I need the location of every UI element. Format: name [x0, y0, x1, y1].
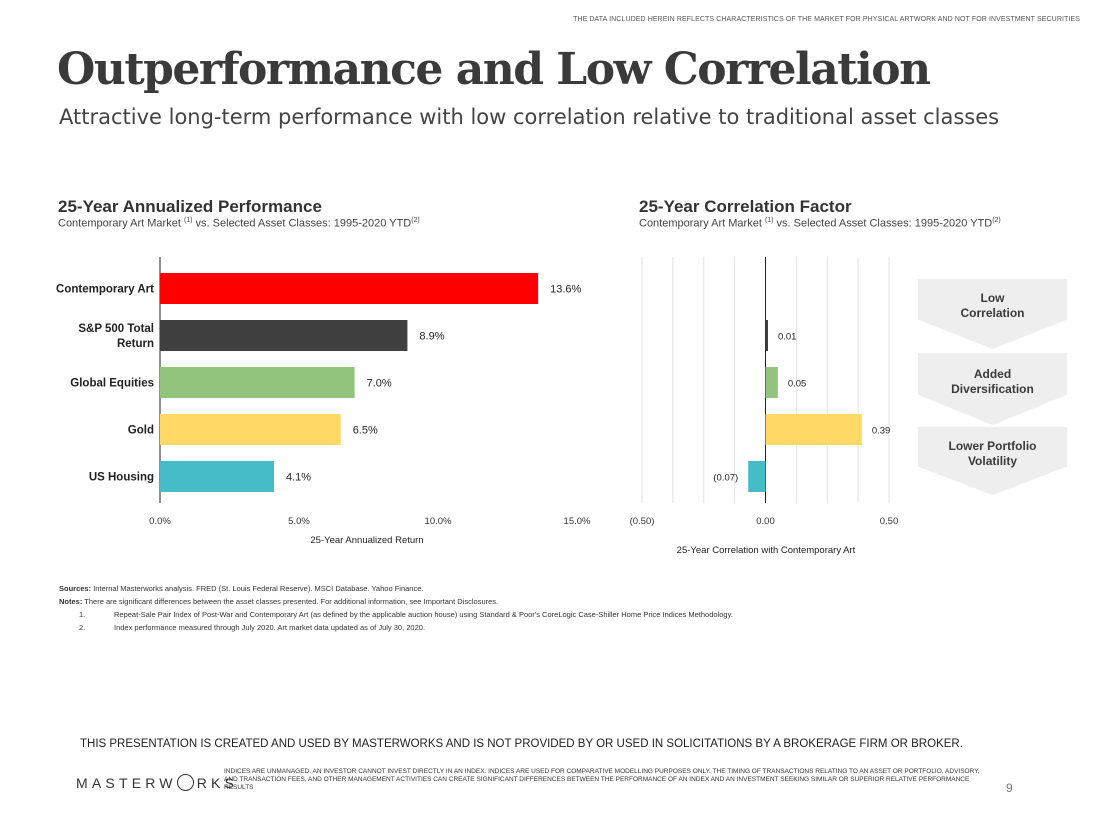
category-label: Return — [117, 338, 154, 350]
x-tick-label: 0.50 — [880, 516, 899, 527]
callout-label: Low Correlation — [960, 291, 1025, 320]
callout-added-diversification: Added Diversification — [918, 353, 1067, 425]
bar-4 — [160, 461, 274, 492]
x-tick-label: 15.0% — [564, 516, 591, 527]
x-tick-label: 0.00 — [756, 516, 775, 527]
footer-disclaimer: INDICES ARE UNMANAGED. AN INVESTOR CANNO… — [224, 768, 980, 791]
category-label: S&P 500 Total — [78, 323, 154, 335]
x-tick-label: (0.50) — [630, 516, 655, 527]
data-label: 4.1% — [286, 472, 311, 484]
category-label: US Housing — [89, 472, 154, 484]
logo-circle-icon — [176, 774, 194, 791]
data-label: 0.05 — [788, 379, 807, 390]
x-tick-label: 5.0% — [288, 516, 310, 527]
page-number: 9 — [1006, 781, 1013, 795]
bar-2 — [160, 367, 355, 398]
bar-1 — [765, 367, 778, 398]
data-label: 7.0% — [367, 378, 392, 390]
correlation-chart-title: 25-Year Correlation Factor — [639, 197, 852, 216]
bar-3 — [160, 414, 341, 445]
data-label: 13.6% — [550, 284, 581, 296]
x-tick-label: 10.0% — [425, 516, 452, 527]
data-label: 8.9% — [419, 331, 444, 343]
page-title: Outperformance and Low Correlation — [57, 44, 931, 95]
callout-lower-volatility: Lower Portfolio Volatility — [918, 427, 1067, 495]
correlation-chart: 0.01 0.05 0.39 (0.07) (0.50) 0.00 0.50 25-Year … — [630, 257, 899, 556]
bar-1 — [160, 320, 408, 351]
callout-label: Lower Portfolio Volatility — [948, 439, 1037, 468]
top-disclaimer: THE DATA INCLUDED HEREIN REFLECTS CHARAC… — [573, 16, 1080, 23]
page-subtitle: Attractive long-term performance with lo… — [59, 105, 1000, 129]
category-label: Contemporary Art — [56, 284, 154, 296]
sources-and-notes: Sources: Internal Masterworks analysis. … — [59, 582, 959, 634]
performance-chart-title: 25-Year Annualized Performance — [58, 197, 322, 216]
data-label: 0.39 — [872, 426, 891, 437]
note-item: 2. Index performance measured through Jul… — [79, 623, 426, 632]
data-label: 0.01 — [778, 332, 797, 343]
footer-statement: THIS PRESENTATION IS CREATED AND USED BY… — [80, 738, 963, 750]
x-axis-label: 25-Year Correlation with Contemporary Ar… — [677, 545, 856, 556]
x-tick-label: 0.0% — [149, 516, 171, 527]
data-label: 6.5% — [353, 425, 378, 437]
bar-0 — [160, 273, 539, 304]
category-label: Gold — [128, 425, 154, 437]
correlation-chart-subtitle: Contemporary Art Market (1) vs. Selected… — [639, 217, 1001, 230]
category-label: Global Equities — [70, 378, 154, 390]
bar-2 — [765, 414, 862, 445]
sources-line: Sources: Internal Masterworks analysis. … — [59, 584, 424, 593]
masterworks-logo: MASTERW RKS — [76, 774, 239, 791]
x-axis-label: 25-Year Annualized Return — [310, 535, 423, 546]
notes-line: Notes: There are significant differences… — [59, 597, 499, 606]
callout-low-correlation: Low Correlation — [918, 279, 1067, 349]
data-label: (0.07) — [713, 473, 738, 484]
performance-chart: 13.6% Contemporary Art 8.9% S&P 500 Total Re… — [56, 257, 591, 546]
performance-chart-subtitle: Contemporary Art Market (1) vs. Selected… — [58, 217, 420, 230]
callout-label: Added Diversification — [951, 367, 1034, 396]
bar-3 — [748, 461, 766, 492]
note-item: 1. Repeat-Sale Pair Index of Post-War and… — [79, 610, 733, 619]
bar-0 — [765, 320, 768, 351]
